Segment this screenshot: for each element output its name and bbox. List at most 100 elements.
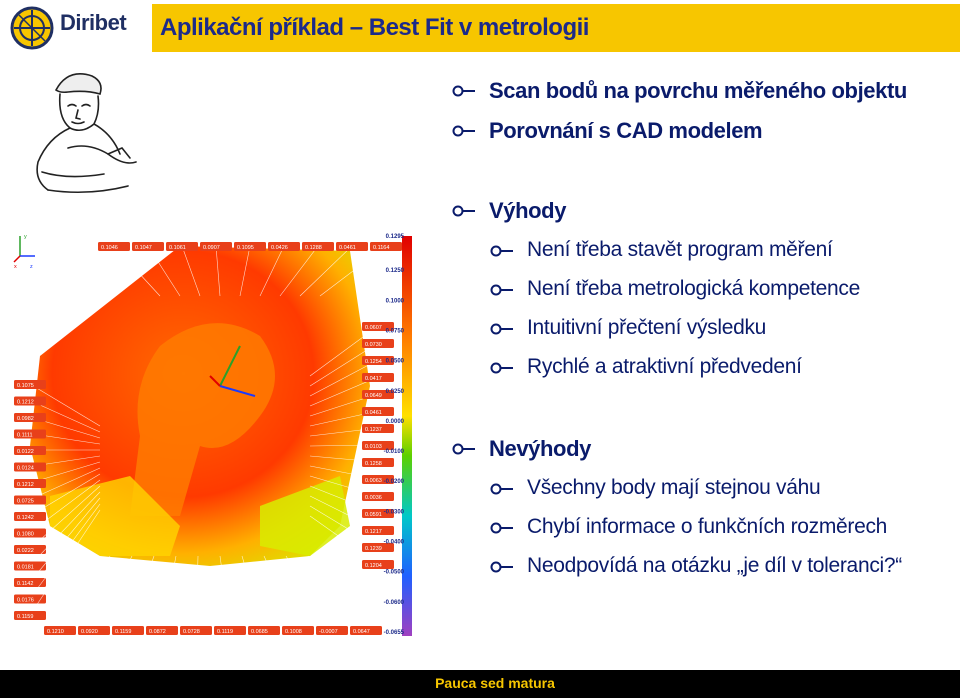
left-callout-label-box xyxy=(14,512,46,521)
bullet-key-icon xyxy=(490,483,513,495)
bullet-key-icon xyxy=(490,561,513,573)
scale-tick-label: -0.0655 xyxy=(384,630,405,636)
callout-leader xyxy=(263,555,299,631)
callout-leader xyxy=(29,503,101,599)
callout-leader xyxy=(309,495,379,531)
right-callout-label-box xyxy=(362,509,394,518)
callout-leader xyxy=(239,245,251,297)
callout-leader xyxy=(93,555,133,631)
left-callout-label-box xyxy=(14,413,46,422)
left-callout-label: 0.1159 xyxy=(17,614,33,620)
axis-label: x xyxy=(14,264,17,270)
right-callout-label: 0.0730 xyxy=(365,342,382,348)
left-callout-label-box xyxy=(14,446,46,455)
right-callout-label-box xyxy=(362,475,394,484)
corner-axis-icon: y x z xyxy=(13,234,35,270)
bottom-callout-label-box xyxy=(146,626,178,635)
bottom-callout-label: 0.0920 xyxy=(81,629,98,635)
bullet-advantages-text: Výhody xyxy=(489,198,567,223)
left-callout-label-box xyxy=(14,611,46,620)
right-callout-label: 0.1254 xyxy=(365,359,382,365)
scale-tick-label: 0.0250 xyxy=(386,389,405,395)
title-bar: Aplikační příklad – Best Fit v metrologi… xyxy=(152,4,960,52)
top-callout-label: 0.1046 xyxy=(101,245,118,251)
right-callout-label-box xyxy=(362,441,394,450)
right-callout-label: 0.0591 xyxy=(365,512,382,518)
scale-tick-label: 0.0500 xyxy=(386,359,405,365)
bottom-callout-label-box xyxy=(214,626,246,635)
dis-item-text: Neodpovídá na otázku „je díl v toleranci… xyxy=(527,554,902,577)
bullet-key-icon xyxy=(490,522,513,534)
top-callout-label-box xyxy=(98,242,130,251)
logo-text: Diribet xyxy=(60,10,127,35)
callout-leader xyxy=(113,245,161,297)
scale-tick-label: 0.1000 xyxy=(386,298,405,304)
left-callout-label: 0.1075 xyxy=(17,383,34,389)
right-callout-label-box xyxy=(362,322,394,331)
scale-tick-label: -0.0100 xyxy=(384,449,405,455)
scale-tick-label: 0.1295 xyxy=(386,234,405,240)
right-callout-label-box xyxy=(362,543,394,552)
bottom-callout-label: 0.0685 xyxy=(251,629,268,635)
right-callout-label: 0.0461 xyxy=(365,410,382,416)
axis-label: y xyxy=(24,234,27,240)
bullet-key-icon xyxy=(490,245,513,257)
right-callout-label-box xyxy=(362,339,394,348)
top-callout-label: 0.1288 xyxy=(305,245,322,251)
top-callout-label: 0.1047 xyxy=(135,245,152,251)
callout-leader xyxy=(309,325,379,377)
left-callout-label-box xyxy=(14,594,46,604)
top-callout-label: 0.0426 xyxy=(271,245,288,251)
left-callout-label-box xyxy=(14,380,46,389)
callout-leader xyxy=(279,245,319,297)
header: Diribet Aplikační příklad – Best Fit v m… xyxy=(0,0,960,56)
callout-leader xyxy=(29,485,101,550)
bottom-callout-label-box xyxy=(282,626,314,635)
bottom-callout-label-box xyxy=(112,626,144,635)
right-callout-label-box xyxy=(362,492,394,501)
right-callout-label-box xyxy=(362,560,394,569)
right-callout-label: 0.1239 xyxy=(365,546,382,552)
left-callout-label: 0.0181 xyxy=(17,564,34,570)
bottom-callout-label-box xyxy=(350,626,382,635)
scale-tick-label: -0.0500 xyxy=(384,570,405,576)
bullet-disadvantages-text: Nevýhody xyxy=(489,436,591,461)
callout-leader xyxy=(29,497,101,583)
top-callout-label-box xyxy=(234,242,266,251)
scale-tick-label: 0.0000 xyxy=(386,419,405,425)
left-callout-label: 0.1080 xyxy=(17,531,34,537)
callout-leader xyxy=(309,359,379,397)
left-callout-label: 0.1111 xyxy=(17,432,33,438)
callout-leader xyxy=(147,245,181,297)
top-callout-label-box xyxy=(132,242,164,251)
bottom-callout-label-box xyxy=(316,626,348,635)
right-callout-label: 0.0649 xyxy=(365,393,382,399)
left-callout-label-box xyxy=(14,578,46,587)
right-callout-label: 0.0063 xyxy=(365,478,382,484)
left-callout-label-box xyxy=(14,479,46,488)
adv-item-text: Rychlé a atraktivní předvedení xyxy=(527,355,802,378)
callout-leader xyxy=(59,555,111,631)
right-callout-label: 0.0103 xyxy=(365,444,382,450)
callout-leader xyxy=(309,505,379,548)
left-callout-label: 0.0122 xyxy=(17,449,34,455)
top-callout-label: 0.1164 xyxy=(373,245,389,251)
dis-item-text: Všechny body mají stejnou váhu xyxy=(527,476,821,499)
left-callout-label: 0.0725 xyxy=(17,498,34,504)
right-callout-label-box xyxy=(362,390,394,399)
bullet-scan-text: Scan bodů na povrchu měřeného objektu xyxy=(489,78,907,103)
right-callout-label: 0.1217 xyxy=(365,529,382,535)
adv-item-text: Není třeba metrologická kompetence xyxy=(527,277,860,300)
callout-leader xyxy=(181,245,201,297)
bullet-key-icon xyxy=(452,443,475,455)
callout-leader xyxy=(299,245,353,297)
callout-leader xyxy=(309,342,379,387)
left-callout-label-box xyxy=(14,429,46,439)
bottom-callout-label-box xyxy=(248,626,280,635)
scale-tick-label: 0.1250 xyxy=(386,268,405,274)
bottom-callout-label-box xyxy=(44,626,76,635)
right-callout-label: 0.0607 xyxy=(365,325,382,331)
callout-leader xyxy=(161,555,177,631)
adv-item-text: Není třeba stavět program měření xyxy=(527,238,833,261)
bullet-key-icon xyxy=(490,323,513,335)
